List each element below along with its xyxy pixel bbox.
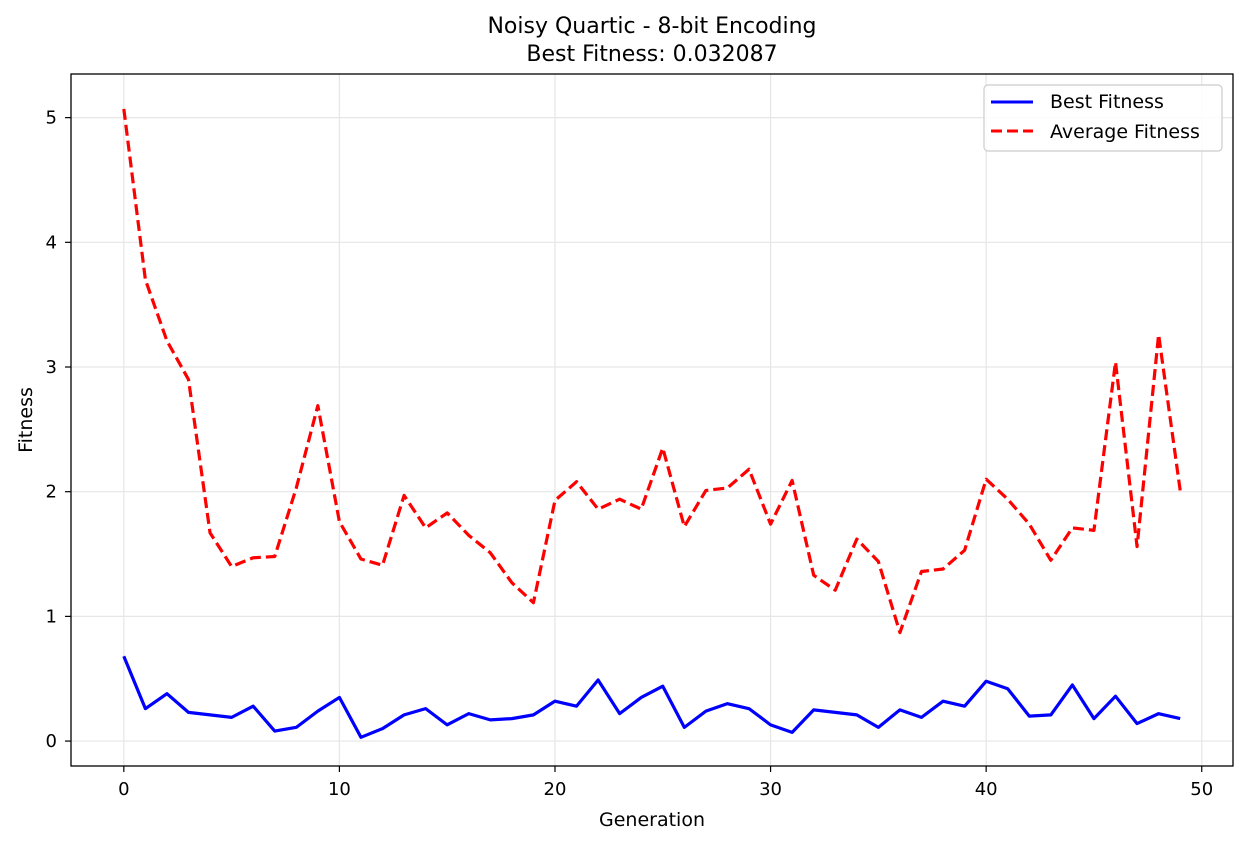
y-tick-label: 0 [46, 731, 57, 752]
legend: Best Fitness Average Fitness [983, 84, 1223, 152]
series-line-best-fitness [122, 655, 1181, 739]
series-line-average-fitness [122, 108, 1182, 635]
series-lines [122, 108, 1182, 739]
y-tick-label: 5 [46, 108, 57, 129]
legend-label-average-fitness: Average Fitness [1050, 121, 1200, 143]
x-tick-label: 10 [328, 779, 351, 800]
y-axis-label: Fitness [15, 387, 37, 453]
legend-label-best-fitness: Best Fitness [1050, 91, 1164, 113]
chart-subtitle: Best Fitness: 0.032087 [526, 42, 777, 67]
y-tick-label: 2 [46, 482, 57, 503]
axis-ticks: 0 10 20 30 40 50 0 1 2 3 4 5 [46, 108, 1214, 800]
y-tick-label: 3 [46, 357, 57, 378]
grid-lines [71, 74, 1233, 766]
x-tick-label: 0 [118, 779, 129, 800]
chart-title: Noisy Quartic - 8-bit Encoding [487, 14, 816, 39]
y-tick-label: 1 [46, 606, 57, 627]
legend-box [983, 84, 1223, 152]
plot-frame [70, 73, 1234, 767]
x-axis-label: Generation [599, 809, 705, 831]
x-tick-label: 30 [759, 779, 782, 800]
y-tick-label: 4 [46, 232, 57, 253]
x-tick-label: 20 [544, 779, 567, 800]
x-tick-label: 40 [975, 779, 998, 800]
x-tick-label: 50 [1190, 779, 1213, 800]
